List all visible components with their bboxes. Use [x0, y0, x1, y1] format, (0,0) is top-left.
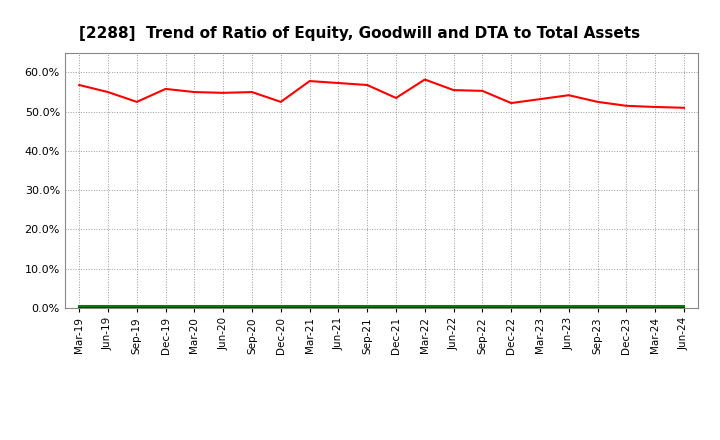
Goodwill	[305, 305, 314, 311]
Equity	[392, 95, 400, 101]
Goodwill	[536, 305, 544, 311]
Equity	[363, 82, 372, 88]
Deferred Tax Assets	[651, 304, 660, 309]
Goodwill	[651, 305, 660, 311]
Deferred Tax Assets	[104, 304, 112, 309]
Goodwill	[75, 305, 84, 311]
Goodwill	[680, 305, 688, 311]
Equity	[680, 105, 688, 110]
Deferred Tax Assets	[190, 304, 199, 309]
Equity	[190, 89, 199, 95]
Equity	[420, 77, 429, 82]
Equity	[104, 89, 112, 95]
Deferred Tax Assets	[593, 304, 602, 309]
Equity	[161, 86, 170, 92]
Equity	[248, 89, 256, 95]
Line: Equity: Equity	[79, 80, 684, 108]
Deferred Tax Assets	[132, 304, 141, 309]
Equity	[622, 103, 631, 108]
Goodwill	[478, 305, 487, 311]
Deferred Tax Assets	[564, 304, 573, 309]
Deferred Tax Assets	[334, 304, 343, 309]
Deferred Tax Assets	[248, 304, 256, 309]
Deferred Tax Assets	[363, 304, 372, 309]
Equity	[75, 82, 84, 88]
Equity	[219, 90, 228, 95]
Goodwill	[161, 305, 170, 311]
Goodwill	[622, 305, 631, 311]
Text: [2288]  Trend of Ratio of Equity, Goodwill and DTA to Total Assets: [2288] Trend of Ratio of Equity, Goodwil…	[79, 26, 641, 41]
Goodwill	[248, 305, 256, 311]
Goodwill	[507, 305, 516, 311]
Equity	[305, 78, 314, 84]
Goodwill	[420, 305, 429, 311]
Deferred Tax Assets	[478, 304, 487, 309]
Equity	[593, 99, 602, 105]
Goodwill	[334, 305, 343, 311]
Deferred Tax Assets	[161, 304, 170, 309]
Goodwill	[132, 305, 141, 311]
Equity	[536, 96, 544, 102]
Goodwill	[190, 305, 199, 311]
Goodwill	[564, 305, 573, 311]
Equity	[478, 88, 487, 94]
Goodwill	[449, 305, 458, 311]
Equity	[334, 81, 343, 86]
Equity	[449, 88, 458, 93]
Goodwill	[276, 305, 285, 311]
Deferred Tax Assets	[507, 304, 516, 309]
Goodwill	[392, 305, 400, 311]
Equity	[276, 99, 285, 105]
Equity	[651, 104, 660, 110]
Goodwill	[363, 305, 372, 311]
Deferred Tax Assets	[75, 304, 84, 309]
Goodwill	[593, 305, 602, 311]
Equity	[132, 99, 141, 105]
Deferred Tax Assets	[449, 304, 458, 309]
Equity	[507, 100, 516, 106]
Deferred Tax Assets	[276, 304, 285, 309]
Deferred Tax Assets	[536, 304, 544, 309]
Deferred Tax Assets	[420, 304, 429, 309]
Deferred Tax Assets	[392, 304, 400, 309]
Deferred Tax Assets	[622, 304, 631, 309]
Deferred Tax Assets	[219, 304, 228, 309]
Equity	[564, 92, 573, 98]
Goodwill	[219, 305, 228, 311]
Goodwill	[104, 305, 112, 311]
Deferred Tax Assets	[305, 304, 314, 309]
Deferred Tax Assets	[680, 304, 688, 309]
